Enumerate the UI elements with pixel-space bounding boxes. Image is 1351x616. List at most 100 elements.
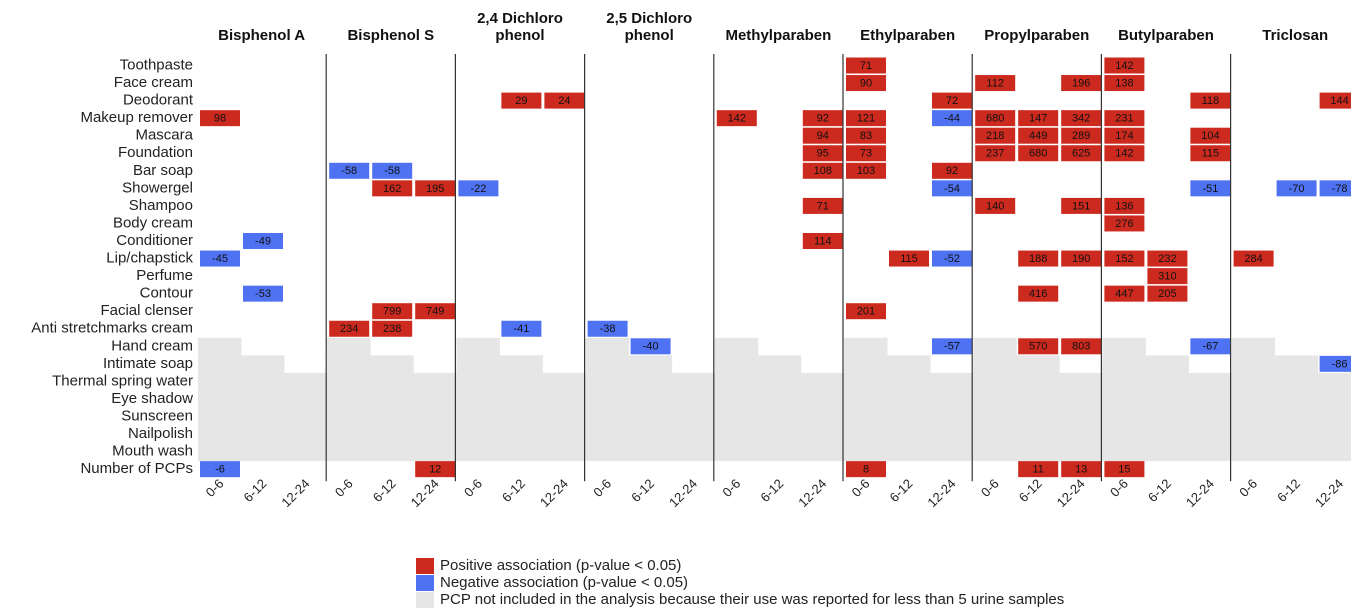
excluded-cell bbox=[671, 372, 716, 391]
excluded-cell bbox=[844, 355, 888, 374]
cell-label: 71 bbox=[860, 60, 872, 72]
cell-label: 201 bbox=[857, 306, 875, 318]
cell-label: 103 bbox=[857, 165, 875, 177]
x-tick-label: 6-12 bbox=[1145, 476, 1174, 505]
cell bbox=[587, 320, 628, 337]
excluded-cell bbox=[198, 337, 242, 356]
cell bbox=[1018, 338, 1059, 355]
cell-label: -58 bbox=[341, 165, 357, 177]
x-tick-label: 12-24 bbox=[408, 476, 442, 510]
excluded-cell bbox=[1016, 425, 1060, 444]
excluded-cell bbox=[973, 337, 1017, 356]
excluded-cell bbox=[1188, 372, 1232, 391]
legend-label: Negative association (p-value < 0.05) bbox=[440, 574, 688, 591]
excluded-cell bbox=[1231, 372, 1276, 391]
cell-label: 147 bbox=[1029, 113, 1047, 125]
excluded-cell bbox=[757, 355, 802, 374]
cell bbox=[1190, 127, 1231, 144]
x-tick-label: 0-6 bbox=[978, 476, 1002, 500]
cell-label: 151 bbox=[1072, 200, 1090, 212]
excluded-cell bbox=[370, 425, 414, 444]
cell-label: -54 bbox=[944, 183, 960, 195]
cell-label: -41 bbox=[513, 323, 529, 335]
excluded-cell bbox=[714, 355, 759, 374]
cell-label: 11 bbox=[1032, 464, 1043, 476]
cell-label: 142 bbox=[1115, 60, 1133, 72]
cell bbox=[932, 110, 972, 127]
cell-label: -52 bbox=[944, 253, 960, 265]
row-label: Makeup remover bbox=[80, 109, 193, 126]
cell bbox=[846, 57, 886, 74]
cell-label: 108 bbox=[814, 165, 832, 177]
cell bbox=[846, 127, 886, 144]
cell-label: 218 bbox=[986, 130, 1004, 142]
x-tick-label: 6-12 bbox=[370, 476, 399, 505]
cell bbox=[1061, 461, 1102, 478]
excluded-cell bbox=[284, 408, 328, 427]
cell bbox=[1018, 250, 1059, 267]
cell bbox=[1104, 285, 1145, 302]
excluded-cell bbox=[1274, 408, 1319, 427]
cell bbox=[458, 180, 499, 197]
x-tick-label: 6-12 bbox=[499, 476, 528, 505]
cell-label: 114 bbox=[814, 235, 832, 247]
excluded-cell bbox=[327, 408, 371, 427]
excluded-cell bbox=[844, 372, 888, 391]
cell-label: 142 bbox=[1115, 148, 1133, 160]
x-tick-label: 0-6 bbox=[849, 476, 873, 500]
x-tick-label: 6-12 bbox=[241, 476, 270, 505]
cell-label: 73 bbox=[860, 148, 872, 160]
cell-label: 174 bbox=[1115, 130, 1133, 142]
cell bbox=[1319, 92, 1351, 109]
panel-title: Ethylparaben bbox=[860, 27, 956, 44]
cell-label: 71 bbox=[817, 200, 829, 212]
panel-title: 2,4 Dichloro phenol bbox=[477, 10, 563, 44]
cell-label: 118 bbox=[1202, 95, 1220, 107]
cell bbox=[802, 233, 843, 249]
row-label: Showergel bbox=[122, 179, 193, 196]
cell-label: -67 bbox=[1202, 341, 1218, 353]
x-tick-label: 6-12 bbox=[757, 476, 786, 505]
row-label: Shampoo bbox=[129, 197, 193, 214]
excluded-cell bbox=[973, 408, 1017, 427]
excluded-cell bbox=[973, 372, 1017, 391]
x-tick-label: 0-6 bbox=[719, 476, 743, 500]
excluded-cell bbox=[542, 372, 586, 391]
excluded-cell bbox=[714, 425, 759, 444]
excluded-cell bbox=[1274, 443, 1319, 462]
cell bbox=[846, 461, 886, 478]
excluded-cell bbox=[1059, 443, 1103, 462]
excluded-cell bbox=[542, 390, 586, 409]
cell bbox=[802, 110, 843, 127]
cell-label: -45 bbox=[212, 253, 228, 265]
excluded-cell bbox=[198, 355, 242, 374]
row-label: Sunscreen bbox=[121, 407, 193, 424]
cell bbox=[1104, 110, 1145, 127]
cell bbox=[1061, 250, 1102, 267]
cell bbox=[1104, 127, 1145, 144]
x-tick-label: 12-24 bbox=[537, 476, 571, 510]
excluded-cell bbox=[1231, 337, 1276, 356]
cell bbox=[802, 127, 843, 144]
excluded-cell bbox=[800, 390, 845, 409]
cell-label: 231 bbox=[1115, 113, 1133, 125]
excluded-cell bbox=[198, 443, 242, 462]
x-tick-label: 0-6 bbox=[332, 476, 356, 500]
excluded-cell bbox=[327, 372, 371, 391]
cell-label: 276 bbox=[1115, 218, 1133, 230]
excluded-cell bbox=[499, 372, 543, 391]
cell-label: -58 bbox=[384, 165, 400, 177]
excluded-cell bbox=[757, 425, 802, 444]
excluded-cell bbox=[327, 425, 371, 444]
cell-label: 90 bbox=[860, 77, 872, 89]
cell bbox=[1190, 92, 1231, 109]
cell-label: 104 bbox=[1201, 130, 1219, 142]
excluded-cell bbox=[542, 425, 586, 444]
excluded-cell bbox=[241, 372, 285, 391]
cell bbox=[372, 303, 413, 320]
excluded-cell bbox=[930, 408, 974, 427]
excluded-cell bbox=[844, 425, 888, 444]
excluded-cell bbox=[1102, 390, 1146, 409]
excluded-cell bbox=[198, 425, 242, 444]
